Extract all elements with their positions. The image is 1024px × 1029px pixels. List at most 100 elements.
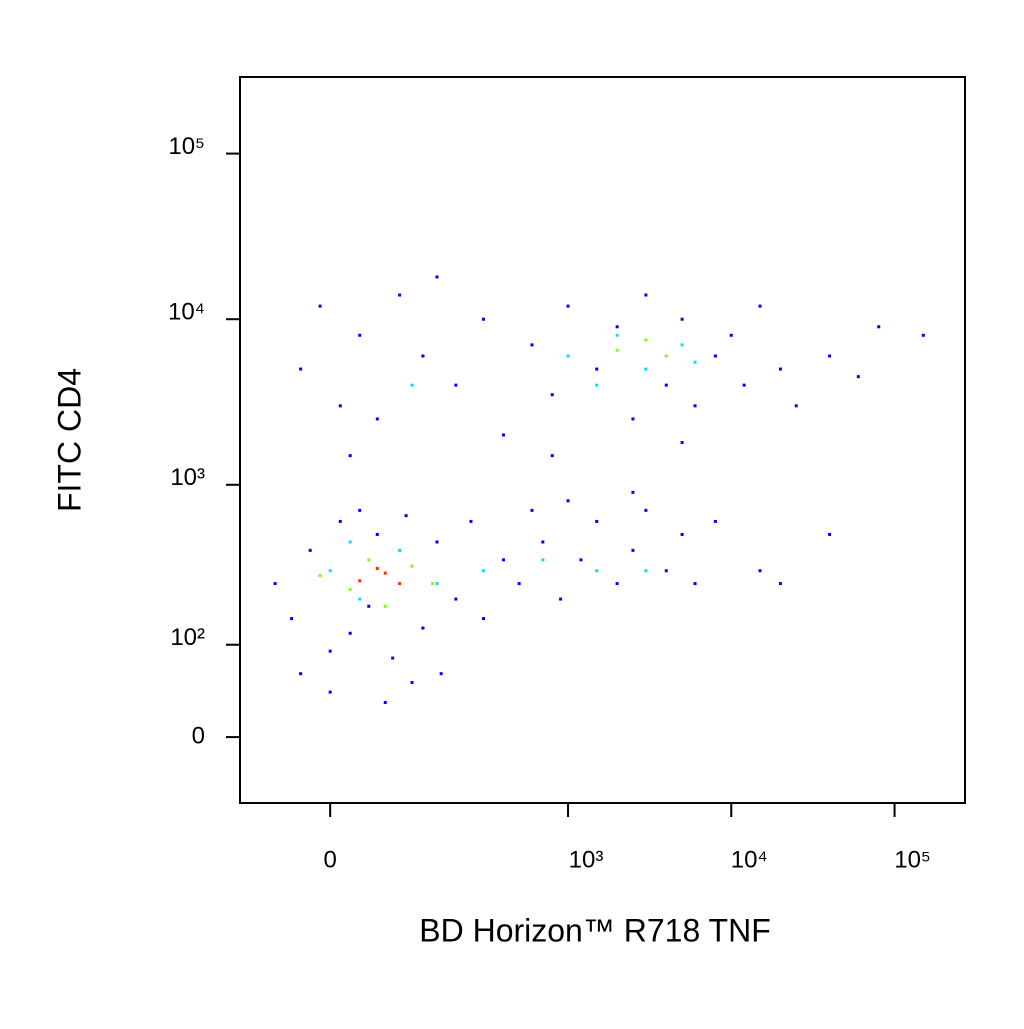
point: [328, 690, 332, 694]
point: [566, 354, 570, 358]
point: [358, 597, 362, 601]
point: [680, 317, 684, 321]
point: [729, 333, 733, 337]
point: [615, 582, 619, 586]
point: [631, 490, 635, 494]
point: [375, 566, 379, 570]
point: [338, 404, 342, 408]
point: [398, 293, 402, 297]
point: [328, 649, 332, 653]
point: [615, 325, 619, 329]
point: [631, 417, 635, 421]
point: [410, 681, 414, 685]
point: [439, 672, 443, 676]
point: [383, 571, 387, 575]
point: [348, 587, 352, 591]
point: [615, 333, 619, 337]
point: [778, 367, 782, 371]
point: [410, 564, 414, 568]
point: [299, 367, 303, 371]
point: [338, 519, 342, 523]
point: [358, 333, 362, 337]
point: [644, 293, 648, 297]
point: [595, 519, 599, 523]
x-tick-label: 10³: [569, 846, 604, 873]
x-tick-label: 10⁴: [731, 846, 768, 873]
point: [348, 631, 352, 635]
point: [559, 597, 563, 601]
point: [383, 604, 387, 608]
point: [680, 532, 684, 536]
y-axis-label: FITC CD4: [51, 368, 87, 512]
point: [530, 343, 534, 347]
point: [742, 383, 746, 387]
point: [713, 354, 717, 358]
point: [566, 499, 570, 503]
point: [517, 582, 521, 586]
point: [348, 454, 352, 458]
point: [318, 304, 322, 308]
point: [644, 367, 648, 371]
point: [481, 617, 485, 621]
y-tick-label: 10³: [170, 464, 205, 491]
point: [421, 354, 425, 358]
point: [680, 441, 684, 445]
point: [664, 383, 668, 387]
point: [398, 582, 402, 586]
point: [758, 304, 762, 308]
point: [680, 343, 684, 347]
point: [550, 454, 554, 458]
point: [410, 383, 414, 387]
point: [308, 548, 312, 552]
point: [435, 275, 439, 279]
point: [541, 540, 545, 544]
point: [501, 558, 505, 562]
point: [391, 656, 395, 660]
point: [435, 582, 439, 586]
point: [454, 383, 458, 387]
point: [318, 574, 322, 578]
point: [550, 393, 554, 397]
point: [778, 582, 782, 586]
point: [454, 597, 458, 601]
point: [421, 626, 425, 630]
point: [758, 569, 762, 573]
point: [644, 569, 648, 573]
x-tick-label: 0: [323, 846, 336, 873]
point: [404, 514, 408, 518]
point: [375, 532, 379, 536]
point: [566, 304, 570, 308]
point: [693, 404, 697, 408]
point: [328, 569, 332, 573]
point: [290, 617, 294, 621]
point: [828, 354, 832, 358]
point: [595, 569, 599, 573]
point: [383, 700, 387, 704]
point: [828, 532, 832, 536]
point: [501, 433, 505, 437]
point: [530, 508, 534, 512]
x-tick-label: 10⁵: [894, 846, 931, 873]
point: [435, 540, 439, 544]
point: [856, 375, 860, 379]
y-tick-label: 0: [192, 722, 205, 749]
point: [358, 579, 362, 583]
y-tick-label: 10²: [170, 624, 205, 651]
point: [921, 333, 925, 337]
point: [358, 508, 362, 512]
point: [299, 672, 303, 676]
point: [367, 604, 371, 608]
point: [481, 569, 485, 573]
point: [375, 417, 379, 421]
point: [664, 569, 668, 573]
point: [713, 519, 717, 523]
point: [431, 582, 435, 586]
point: [644, 508, 648, 512]
point: [348, 540, 352, 544]
point: [273, 582, 277, 586]
point: [481, 317, 485, 321]
point: [367, 558, 371, 562]
y-tick-label: 10⁵: [168, 133, 205, 160]
point: [877, 325, 881, 329]
